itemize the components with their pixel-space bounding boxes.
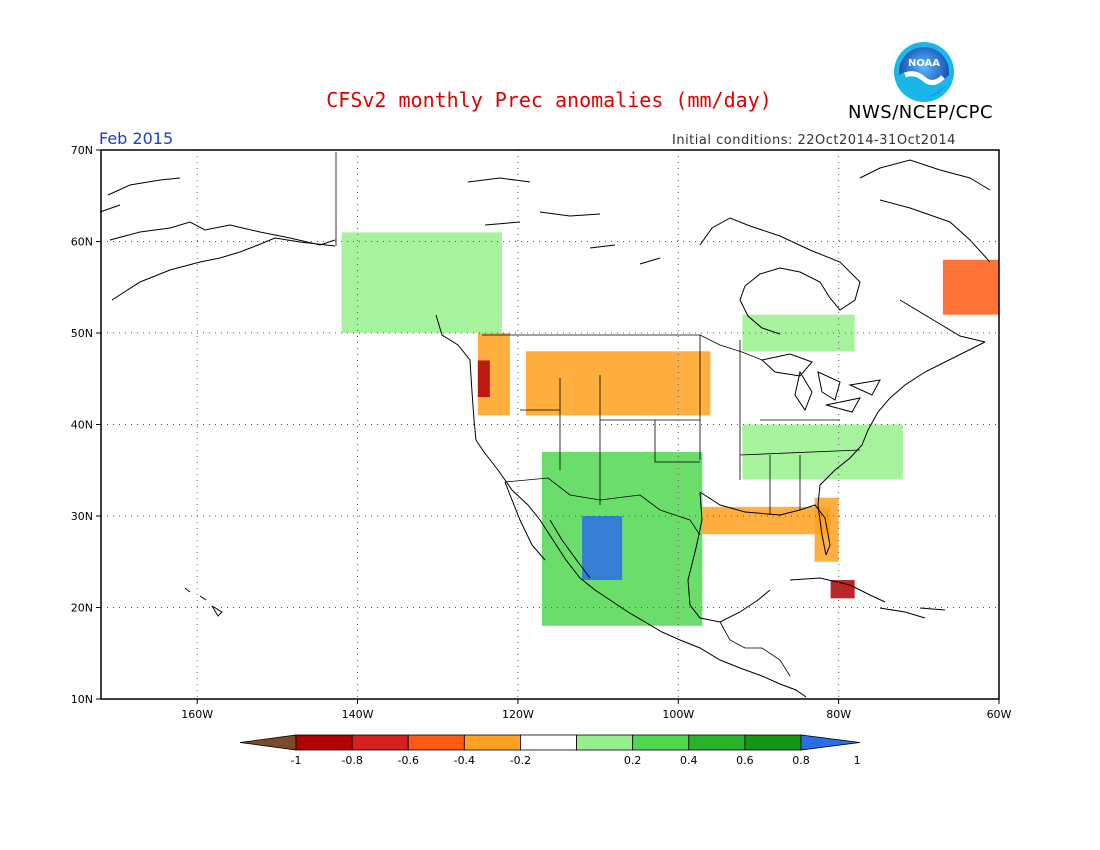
colorbar-swatch — [632, 734, 690, 751]
lat-label: 10N — [71, 693, 93, 706]
anomaly-cells — [341, 232, 999, 626]
axis-labels: 70N 60N 50N 40N 30N 20N 10N 160W 140W 120W 100W 80W… — [71, 144, 1012, 721]
colorbar-swatch — [744, 734, 802, 751]
colorbar-swatch — [295, 734, 353, 751]
anomaly-region-alaska-panhandle-wet — [341, 232, 502, 333]
colorbar-label: -1 — [291, 754, 302, 767]
map-title: CFSv2 monthly Prec anomalies (mm/day) — [326, 88, 772, 112]
lon-label: 80W — [826, 708, 851, 721]
coastlines — [99, 159, 991, 698]
colorbar-swatch — [351, 734, 409, 751]
grid-lines — [96, 149, 1000, 704]
anomaly-region-hudson-bay-south-wet — [742, 314, 855, 352]
initial-conditions: Initial conditions: 22Oct2014-31Oct2014 — [672, 133, 956, 148]
anomaly-region-northern-rockies-dry — [525, 351, 711, 416]
political-boundaries — [335, 152, 861, 677]
lat-label: 30N — [71, 510, 93, 523]
lat-label: 60N — [71, 236, 93, 249]
colorbar-label: -0.4 — [454, 754, 475, 767]
colorbar-label: 1 — [854, 754, 861, 767]
colorbar-low-arrow — [239, 734, 297, 751]
lon-label: 60W — [987, 708, 1012, 721]
colorbar-high-arrow — [800, 734, 861, 751]
colorbar-label: -0.8 — [341, 754, 362, 767]
colorbar-label: 0.4 — [680, 754, 698, 767]
anomaly-region-gulf-coast-dry — [702, 506, 831, 535]
lat-label: 20N — [71, 602, 93, 615]
colorbar-swatch — [576, 734, 634, 751]
colorbar-label: -0.6 — [397, 754, 418, 767]
colorbar-label: 0.6 — [736, 754, 754, 767]
map-frame — [100, 149, 1000, 700]
lon-label: 100W — [662, 708, 694, 721]
colorbar-legend: -1 -0.8 -0.6 -0.4 -0.2 0.2 0.4 0.6 0.8 1 — [239, 734, 861, 767]
agency-label: NWS/NCEP/CPC — [848, 102, 994, 123]
anomaly-region-labrador-dry — [942, 259, 999, 315]
lon-label: 160W — [181, 708, 213, 721]
lat-label: 70N — [71, 144, 93, 157]
lon-label: 140W — [342, 708, 374, 721]
colorbar-swatch — [463, 734, 521, 751]
forecast-month: Feb 2015 — [99, 129, 174, 148]
colorbar-swatch — [688, 734, 746, 751]
noaa-logo: NOAA — [893, 41, 955, 107]
lat-label: 50N — [71, 327, 93, 340]
lon-label: 120W — [502, 708, 534, 721]
colorbar-label: -0.2 — [510, 754, 531, 767]
anomaly-region-sierra-madre-very-wet — [582, 516, 623, 581]
colorbar-label: 0.8 — [792, 754, 810, 767]
anomaly-region-pacific-northwest-core-dry — [477, 360, 490, 398]
lat-label: 40N — [71, 419, 93, 432]
colorbar-swatch — [520, 734, 577, 751]
logo-text: NOAA — [908, 58, 940, 69]
colorbar-swatch — [407, 734, 465, 751]
colorbar-label: 0.2 — [624, 754, 642, 767]
